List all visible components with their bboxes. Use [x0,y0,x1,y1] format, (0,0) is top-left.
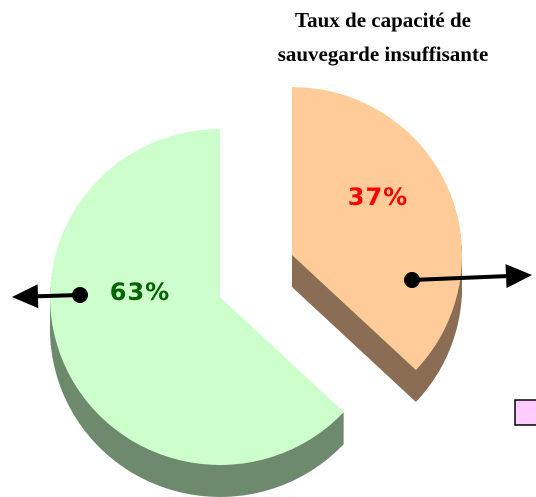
leader-arrow [12,284,39,309]
value-label: 63% [110,278,170,306]
leader-dot [404,272,420,288]
slice-label: Taux de capacité de sauvegarde insuffisan… [278,8,489,66]
leader-arrow [505,264,532,289]
slice [292,87,462,371]
leader-line [411,274,507,282]
leader-dot [72,287,88,303]
legend-swatch [514,399,536,426]
slice [49,129,344,465]
value-label: 37% [348,183,408,211]
